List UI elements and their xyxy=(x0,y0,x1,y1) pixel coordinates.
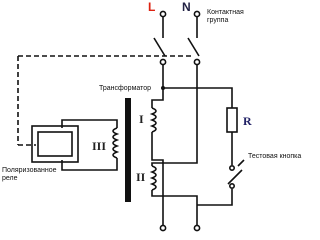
terminal xyxy=(193,10,201,18)
test-button xyxy=(237,159,245,167)
winding xyxy=(149,107,157,133)
relay-coil xyxy=(37,131,73,157)
wire xyxy=(163,87,233,108)
contact xyxy=(229,183,236,190)
wire xyxy=(151,132,164,225)
wire xyxy=(151,65,198,166)
switch-blade xyxy=(153,37,166,57)
resistor-label: R xyxy=(243,114,252,128)
winding-label: I xyxy=(139,112,144,126)
relay xyxy=(31,125,79,163)
phase-label: L xyxy=(148,0,155,14)
contact-group-label: Контактная xyxy=(207,9,244,16)
wire xyxy=(61,119,118,128)
contact-group-label: группа xyxy=(207,17,228,24)
neutral-label: N xyxy=(182,0,191,14)
transformer-core xyxy=(125,98,131,202)
resistor xyxy=(226,107,238,133)
wire xyxy=(151,190,198,225)
winding-label: III xyxy=(92,139,106,153)
winding xyxy=(112,127,120,159)
relay-label: Поляризованное xyxy=(2,167,57,174)
transformer-label: Трансформатор xyxy=(99,85,151,92)
winding xyxy=(149,165,157,191)
wire xyxy=(151,65,164,108)
test-button-label: Тестовая кнопка xyxy=(248,153,301,160)
wire xyxy=(61,158,118,171)
wire xyxy=(197,189,233,206)
contact xyxy=(229,165,236,172)
winding-label: II xyxy=(136,170,146,184)
rcd-diagram: L N Контактная группа Трансформатор I II… xyxy=(2,0,301,232)
terminal xyxy=(159,224,167,232)
test-button xyxy=(227,169,243,185)
terminal xyxy=(193,224,201,232)
terminal xyxy=(159,58,167,66)
terminal xyxy=(193,58,201,66)
terminal xyxy=(159,10,167,18)
switch-blade xyxy=(187,37,200,57)
relay-label: реле xyxy=(2,175,18,182)
